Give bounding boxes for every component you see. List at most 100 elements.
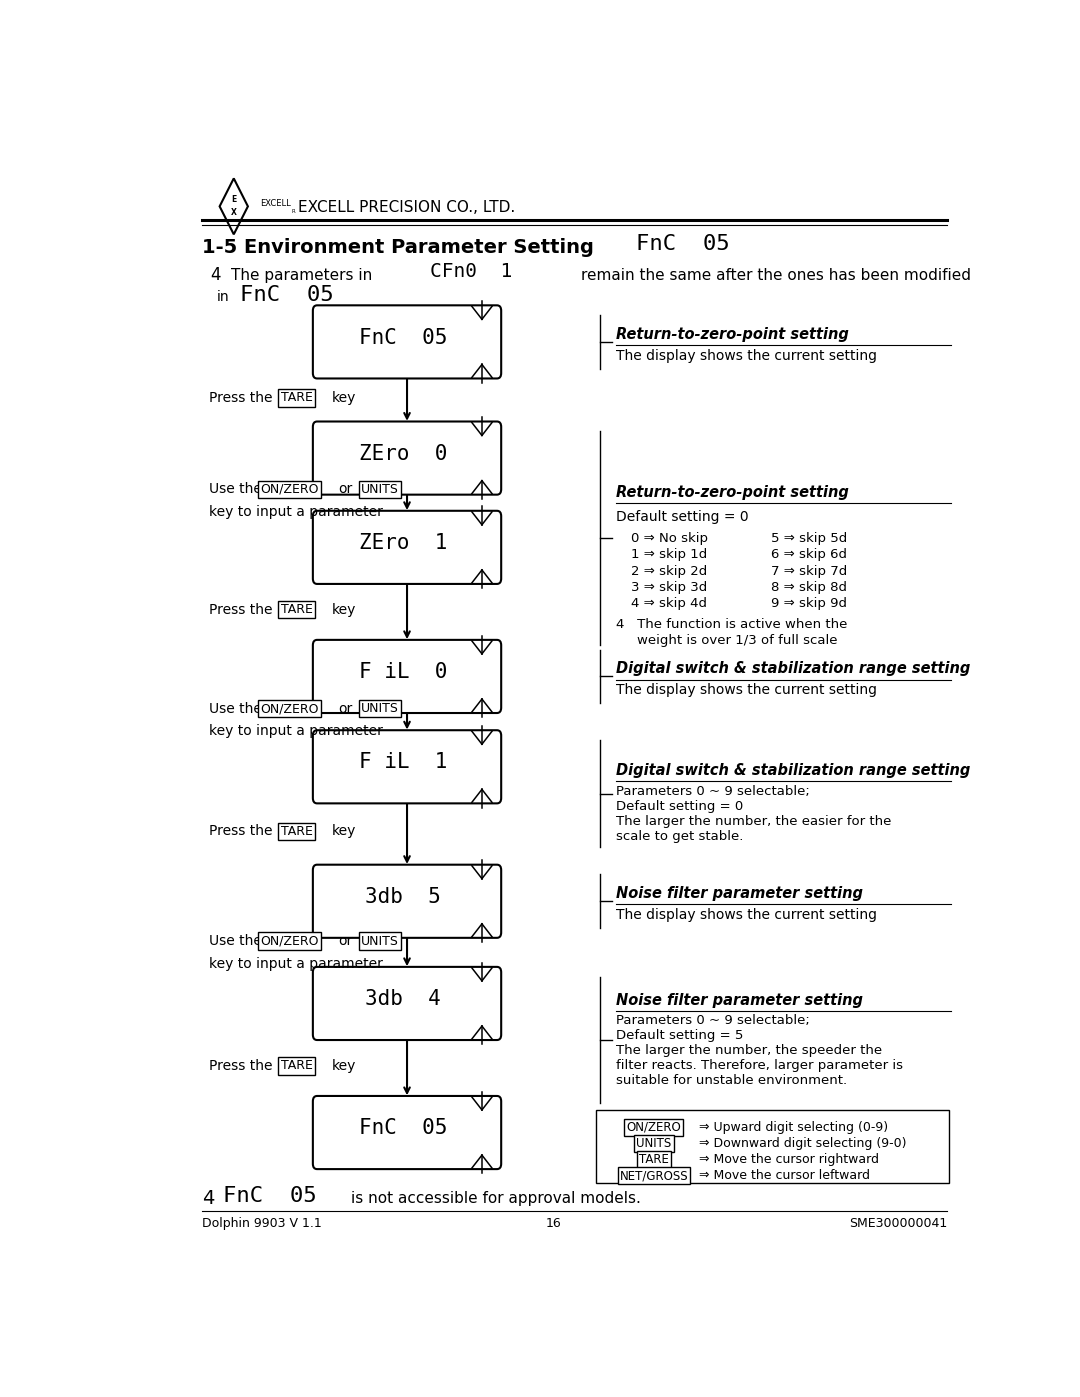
Text: Use the: Use the [208, 482, 261, 496]
Text: 1-5 Environment Parameter Setting: 1-5 Environment Parameter Setting [202, 237, 594, 257]
Text: suitable for unstable environment.: suitable for unstable environment. [617, 1074, 848, 1087]
Text: key to input a parameter: key to input a parameter [208, 504, 382, 518]
Text: key to input a parameter: key to input a parameter [208, 724, 382, 738]
Text: Press the: Press the [208, 391, 272, 405]
Text: Press the: Press the [208, 824, 272, 838]
Text: is not accessible for approval models.: is not accessible for approval models. [351, 1190, 640, 1206]
FancyBboxPatch shape [313, 511, 501, 584]
Text: Dolphin 9903 V 1.1: Dolphin 9903 V 1.1 [202, 1217, 322, 1231]
Text: FnC  05: FnC 05 [359, 328, 447, 348]
Text: key to input a parameter: key to input a parameter [208, 957, 382, 971]
Text: 7 ⇒ skip 7d: 7 ⇒ skip 7d [771, 564, 848, 577]
Text: CFn0  1: CFn0 1 [430, 263, 512, 281]
Text: TARE: TARE [281, 391, 312, 404]
FancyBboxPatch shape [313, 1097, 501, 1169]
Text: 4 ⇒ skip 4d: 4 ⇒ skip 4d [631, 597, 706, 610]
Text: The larger the number, the speeder the: The larger the number, the speeder the [617, 1045, 882, 1058]
Text: ON/ZERO: ON/ZERO [260, 935, 319, 947]
Text: Return-to-zero-point setting: Return-to-zero-point setting [617, 327, 849, 342]
Text: UNITS: UNITS [362, 935, 400, 947]
Text: Parameters 0 ~ 9 selectable;: Parameters 0 ~ 9 selectable; [617, 785, 810, 798]
Text: FnC  05: FnC 05 [359, 1118, 447, 1139]
Text: TARE: TARE [281, 1059, 312, 1073]
Text: UNITS: UNITS [362, 703, 400, 715]
Text: or: or [338, 701, 353, 715]
Text: X: X [231, 208, 237, 218]
Text: ON/ZERO: ON/ZERO [626, 1120, 681, 1133]
Text: key: key [332, 824, 356, 838]
Text: Default setting = 5: Default setting = 5 [617, 1030, 744, 1042]
Text: Press the: Press the [208, 1059, 272, 1073]
Text: scale to get stable.: scale to get stable. [617, 830, 744, 844]
Text: key: key [332, 1059, 356, 1073]
Text: FnC  05: FnC 05 [635, 235, 729, 254]
Text: Digital switch & stabilization range setting: Digital switch & stabilization range set… [617, 763, 971, 778]
Text: UNITS: UNITS [636, 1137, 672, 1150]
FancyBboxPatch shape [313, 422, 501, 495]
FancyBboxPatch shape [313, 865, 501, 937]
Text: weight is over 1/3 of full scale: weight is over 1/3 of full scale [637, 634, 838, 647]
Text: NET/GROSS: NET/GROSS [620, 1169, 688, 1182]
Text: TARE: TARE [639, 1153, 669, 1166]
FancyBboxPatch shape [313, 967, 501, 1039]
Text: Noise filter parameter setting: Noise filter parameter setting [617, 993, 863, 1007]
FancyBboxPatch shape [596, 1111, 949, 1183]
Text: The larger the number, the easier for the: The larger the number, the easier for th… [617, 816, 892, 828]
Text: 3 ⇒ skip 3d: 3 ⇒ skip 3d [631, 581, 706, 594]
Text: Use the: Use the [208, 935, 261, 949]
Text: Return-to-zero-point setting: Return-to-zero-point setting [617, 485, 849, 500]
Text: filter reacts. Therefore, larger parameter is: filter reacts. Therefore, larger paramet… [617, 1059, 903, 1073]
Text: R: R [292, 208, 295, 214]
Text: 4: 4 [202, 1189, 214, 1207]
Text: 4: 4 [211, 267, 220, 284]
Text: Noise filter parameter setting: Noise filter parameter setting [617, 886, 863, 901]
Text: 1 ⇒ skip 1d: 1 ⇒ skip 1d [631, 549, 706, 562]
Text: F iL  1: F iL 1 [359, 753, 447, 773]
FancyBboxPatch shape [313, 640, 501, 712]
Text: TARE: TARE [281, 824, 312, 838]
Text: The display shows the current setting: The display shows the current setting [617, 683, 877, 697]
Text: ⇒ Move the cursor leftward: ⇒ Move the cursor leftward [699, 1169, 870, 1182]
Text: ⇒ Move the cursor rightward: ⇒ Move the cursor rightward [699, 1153, 879, 1166]
Text: or: or [338, 482, 353, 496]
Text: key: key [332, 391, 356, 405]
Text: 9 ⇒ skip 9d: 9 ⇒ skip 9d [771, 597, 847, 610]
Text: ⇒ Downward digit selecting (9-0): ⇒ Downward digit selecting (9-0) [699, 1137, 906, 1150]
Text: in: in [217, 289, 230, 303]
Text: TARE: TARE [281, 604, 312, 616]
Text: ON/ZERO: ON/ZERO [260, 703, 319, 715]
Text: ON/ZERO: ON/ZERO [260, 483, 319, 496]
Text: The parameters in: The parameters in [231, 268, 373, 282]
Text: ZEro  1: ZEro 1 [359, 534, 447, 553]
Text: 16: 16 [545, 1217, 562, 1231]
Text: or: or [338, 935, 353, 949]
Text: FnC  05: FnC 05 [240, 285, 334, 305]
Text: Parameters 0 ~ 9 selectable;: Parameters 0 ~ 9 selectable; [617, 1014, 810, 1027]
Text: E: E [231, 196, 237, 204]
Text: 5 ⇒ skip 5d: 5 ⇒ skip 5d [771, 532, 848, 545]
Text: Press the: Press the [208, 602, 272, 616]
Text: Default setting = 0: Default setting = 0 [617, 510, 748, 524]
Text: EXCELL PRECISION CO., LTD.: EXCELL PRECISION CO., LTD. [298, 200, 515, 215]
Text: F iL  0: F iL 0 [359, 662, 447, 682]
Text: 8 ⇒ skip 8d: 8 ⇒ skip 8d [771, 581, 847, 594]
Text: SME300000041: SME300000041 [849, 1217, 947, 1231]
FancyBboxPatch shape [313, 306, 501, 379]
Text: FnC  05: FnC 05 [222, 1186, 316, 1206]
Text: Default setting = 0: Default setting = 0 [617, 800, 743, 813]
Text: ZEro  0: ZEro 0 [359, 444, 447, 464]
Text: The display shows the current setting: The display shows the current setting [617, 349, 877, 363]
Text: Use the: Use the [208, 701, 261, 715]
Text: UNITS: UNITS [362, 483, 400, 496]
Text: ⇒ Upward digit selecting (0-9): ⇒ Upward digit selecting (0-9) [699, 1120, 888, 1133]
FancyBboxPatch shape [313, 731, 501, 803]
Text: EXCELL: EXCELL [260, 200, 292, 208]
Text: 2 ⇒ skip 2d: 2 ⇒ skip 2d [631, 564, 706, 577]
Text: 3db  4: 3db 4 [365, 989, 441, 1009]
Text: 3db  5: 3db 5 [365, 887, 441, 907]
Text: 4   The function is active when the: 4 The function is active when the [617, 619, 848, 631]
Text: 0 ⇒ No skip: 0 ⇒ No skip [631, 532, 707, 545]
Text: The display shows the current setting: The display shows the current setting [617, 908, 877, 922]
Text: remain the same after the ones has been modified: remain the same after the ones has been … [581, 268, 971, 282]
Text: 6 ⇒ skip 6d: 6 ⇒ skip 6d [771, 549, 847, 562]
